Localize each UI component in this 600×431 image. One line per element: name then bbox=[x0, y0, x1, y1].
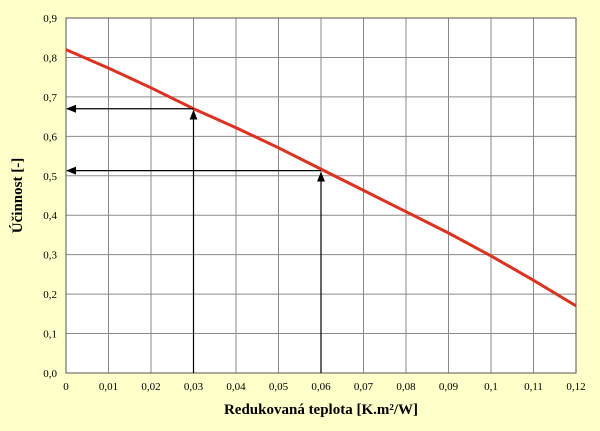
y-tick-label: 0,5 bbox=[43, 171, 57, 183]
x-tick-label: 0,07 bbox=[354, 381, 374, 393]
x-axis-title: Redukovaná teplota [K.m²/W] bbox=[224, 402, 418, 418]
y-tick-label: 0,3 bbox=[43, 250, 57, 262]
y-tick-label: 0,4 bbox=[43, 210, 57, 222]
x-tick-label: 0,04 bbox=[226, 381, 246, 393]
x-tick-label: 0,02 bbox=[141, 381, 160, 393]
x-tick-label: 0,1 bbox=[484, 381, 498, 393]
x-tick-label: 0,03 bbox=[184, 381, 204, 393]
x-axis-ticks: 0 0,01 0,02 0,03 0,04 0,05 0,06 0,07 0,08 0,09 0,1… bbox=[63, 381, 585, 393]
y-tick-label: 0,2 bbox=[43, 289, 57, 301]
series-line bbox=[65, 48, 577, 308]
series-layer bbox=[65, 48, 577, 308]
y-tick-label: 0,0 bbox=[43, 368, 57, 380]
annotation-layer bbox=[66, 104, 325, 373]
x-tick-label: 0,05 bbox=[269, 381, 289, 393]
y-axis-ticks: 0,0 0,1 0,2 0,3 0,4 0,5 0,6 0,7 0,8 0,9 bbox=[43, 13, 57, 380]
y-tick-label: 0,9 bbox=[43, 13, 57, 25]
x-tick-label: 0,12 bbox=[566, 381, 585, 393]
x-tick-label: 0,06 bbox=[311, 381, 331, 393]
y-tick-label: 0,6 bbox=[43, 131, 57, 143]
y-tick-label: 0,7 bbox=[43, 92, 57, 104]
x-tick-label: 0,01 bbox=[99, 381, 118, 393]
y-tick-label: 0,1 bbox=[43, 329, 57, 341]
x-tick-label: 0,08 bbox=[396, 381, 416, 393]
x-tick-label: 0,09 bbox=[439, 381, 459, 393]
y-axis-title: Účinnost [-] bbox=[9, 158, 26, 233]
y-tick-label: 0,8 bbox=[43, 52, 57, 64]
x-tick-label: 0 bbox=[63, 381, 69, 393]
x-tick-label: 0,11 bbox=[524, 381, 543, 393]
